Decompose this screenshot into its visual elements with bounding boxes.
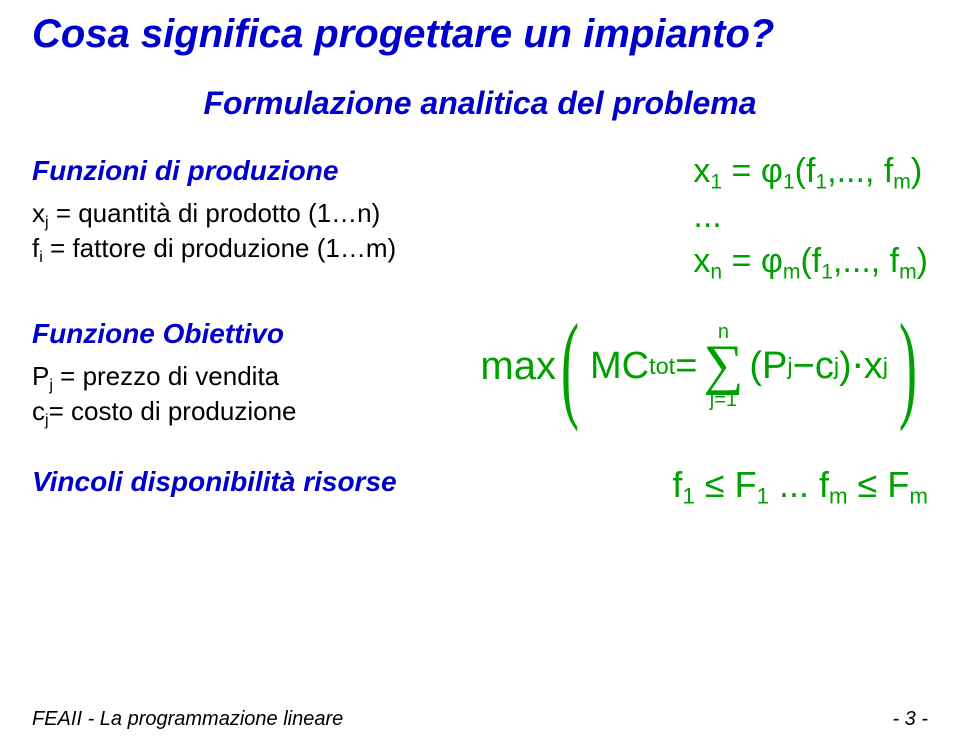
big-paren-left: ( — [561, 315, 579, 417]
sigma-icon: ∑ — [703, 342, 743, 390]
production-equations: x1 = φ1(f1,..., fm) ... xn = φm(f1,..., … — [693, 152, 928, 281]
row-constraints: Vincoli disponibilità risorse f1 ≤ F1 ..… — [32, 463, 928, 507]
var-x: x — [32, 198, 45, 228]
objective-equation: max ( MCtot = n ∑ j=1 (Pj − cj) ⋅ xj ) — [480, 315, 928, 417]
footer-right: - 3 - — [892, 708, 928, 731]
section-subtitle: Formulazione analitica del problema — [32, 85, 928, 122]
footer-left: FEAII - La programmazione lineare — [32, 708, 343, 731]
constraints-left: Vincoli disponibilità risorse — [32, 463, 397, 507]
slide-footer: FEAII - La programmazione lineare - 3 - — [32, 708, 928, 731]
objective-heading: Funzione Obiettivo — [32, 315, 296, 353]
constraints-equation: f1 ≤ F1 ... fm ≤ Fm — [672, 464, 928, 506]
eq-phi-m: xn = φm(f1,..., fm) — [693, 242, 928, 281]
max-text: max — [480, 344, 556, 389]
objective-def-2: cj= costo di produzione — [32, 394, 296, 429]
slide-page: Cosa significa progettare un impianto? F… — [0, 0, 960, 745]
row-objective: Funzione Obiettivo Pj = prezzo di vendit… — [32, 315, 928, 429]
eq-phi-1: x1 = φ1(f1,..., fm) — [693, 152, 928, 191]
def-factor: = fattore di produzione (1…m) — [43, 233, 396, 263]
page-title: Cosa significa progettare un impianto? — [32, 12, 928, 57]
production-def-1: xj = quantità di prodotto (1…n) — [32, 196, 396, 231]
eq-dots: ... — [693, 197, 928, 236]
production-def-2: fi = fattore di produzione (1…m) — [32, 231, 396, 266]
inner-expression: MCtot = n ∑ j=1 (Pj − cj) ⋅ xj — [590, 322, 888, 410]
objective-def-1: Pj = prezzo di vendita — [32, 359, 296, 394]
max-expression: max ( MCtot = n ∑ j=1 (Pj − cj) ⋅ xj ) — [480, 315, 928, 417]
big-paren-right: ) — [899, 315, 917, 417]
summation: n ∑ j=1 — [703, 322, 743, 410]
constraints-heading: Vincoli disponibilità risorse — [32, 463, 397, 501]
row-production: Funzioni di produzione xj = quantità di … — [32, 152, 928, 281]
production-heading: Funzioni di produzione — [32, 152, 396, 190]
def-quantity: = quantità di prodotto (1…n) — [49, 198, 381, 228]
production-left: Funzioni di produzione xj = quantità di … — [32, 152, 396, 266]
objective-left: Funzione Obiettivo Pj = prezzo di vendit… — [32, 315, 296, 429]
